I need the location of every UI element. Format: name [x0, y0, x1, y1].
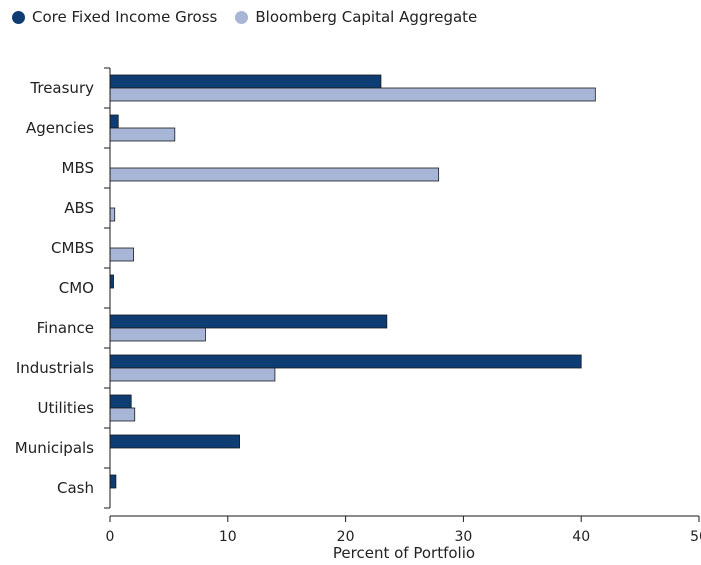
bar-aggregate-industrials	[109, 367, 276, 382]
bar-core-municipals	[109, 434, 240, 449]
bar-core-utilities	[109, 394, 132, 409]
bar-aggregate-finance	[109, 327, 206, 342]
category-label-cash: Cash	[57, 479, 94, 497]
legend-item-core: Core Fixed Income Gross	[12, 8, 217, 26]
category-label-treasury: Treasury	[29, 79, 94, 97]
bar-aggregate-abs	[109, 207, 116, 222]
category-label-mbs: MBS	[62, 159, 95, 177]
bar-core-finance	[109, 314, 388, 329]
bar-aggregate-utilities	[109, 407, 136, 422]
x-tick-label-30: 30	[454, 529, 472, 545]
x-axis-label: Percent of Portfolio	[333, 544, 475, 562]
legend-dot-core-icon	[12, 10, 25, 24]
category-label-utilities: Utilities	[38, 399, 95, 417]
legend-item-aggregate: Bloomberg Capital Aggregate	[235, 8, 477, 26]
bar-aggregate-agencies	[109, 127, 176, 142]
bar-core-cash	[109, 474, 117, 489]
bar-core-cmo	[109, 274, 114, 289]
legend-dot-aggregate-icon	[235, 10, 249, 24]
bar-core-agencies	[109, 114, 119, 129]
x-tick-label-0: 0	[106, 529, 115, 545]
legend-label-aggregate: Bloomberg Capital Aggregate	[255, 8, 478, 26]
category-label-municipals: Municipals	[15, 439, 94, 457]
bar-aggregate-cmbs	[109, 247, 134, 262]
x-tick-label-40: 40	[572, 529, 590, 545]
x-tick-label-50: 50	[690, 529, 701, 545]
chart-marks: Treasury Agencies MBS ABS CMBS CMO Finance Indu…	[15, 67, 701, 545]
category-label-cmo: CMO	[59, 279, 94, 297]
x-tick-label-20: 20	[337, 529, 355, 545]
legend-label-core: Core Fixed Income Gross	[32, 8, 218, 26]
category-label-cmbs: CMBS	[51, 239, 94, 257]
category-label-finance: Finance	[37, 319, 94, 337]
category-label-agencies: Agencies	[26, 119, 94, 137]
bar-aggregate-treasury	[109, 87, 596, 102]
legend: Core Fixed Income Gross Bloomberg Capita…	[12, 8, 495, 26]
category-label-industrials: Industrials	[16, 359, 94, 377]
x-tick-label-10: 10	[219, 529, 237, 545]
bar-core-treasury	[109, 74, 382, 89]
category-label-abs: ABS	[64, 199, 94, 217]
bar-aggregate-mbs	[109, 167, 440, 182]
bar-core-industrials	[109, 354, 582, 369]
